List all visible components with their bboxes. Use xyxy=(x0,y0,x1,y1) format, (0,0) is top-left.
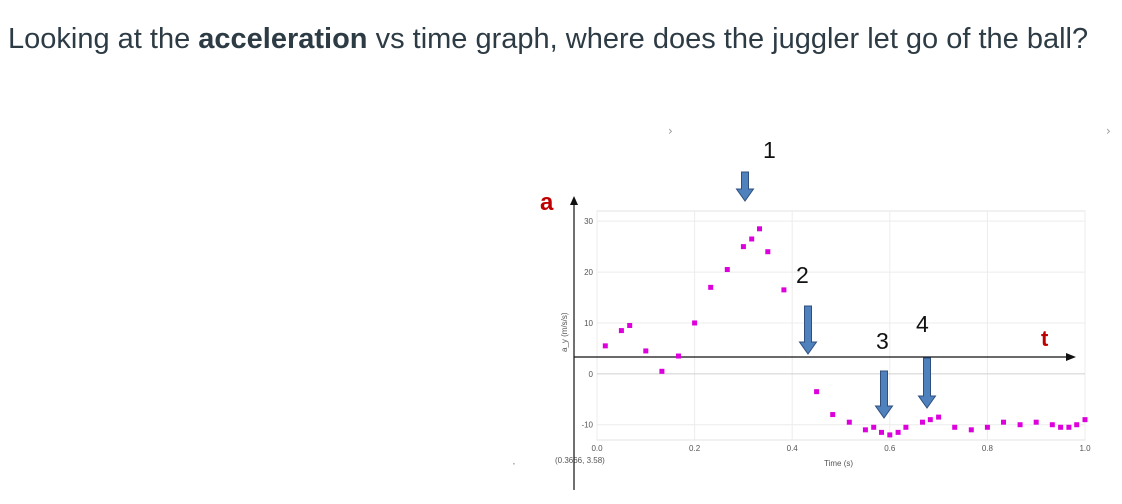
chevron-icon: › xyxy=(1106,124,1111,138)
data-point xyxy=(936,414,942,420)
data-point xyxy=(659,368,665,374)
annotation-number: 3 xyxy=(876,328,889,354)
data-point xyxy=(1033,419,1039,425)
question-text: Looking at the acceleration vs time grap… xyxy=(8,14,1108,64)
x-tick-label: 0.6 xyxy=(884,444,896,453)
annotation-arrow xyxy=(798,305,818,355)
annotation-arrow xyxy=(735,171,755,202)
data-point xyxy=(1082,417,1088,423)
t-label: t xyxy=(1041,326,1049,351)
data-point xyxy=(1001,419,1007,425)
bullet-mark: · xyxy=(512,457,516,471)
data-point xyxy=(1049,422,1055,428)
annotation-arrow xyxy=(917,357,937,409)
data-point xyxy=(675,353,681,359)
annotation-number: 2 xyxy=(796,262,809,288)
data-point xyxy=(724,267,730,273)
x-axis-label: Time (s) xyxy=(824,459,853,468)
annotation-t-arrowhead xyxy=(1066,353,1076,361)
data-point xyxy=(919,419,925,425)
y-tick-label: -10 xyxy=(581,421,593,430)
question-emphasis: acceleration xyxy=(198,23,368,55)
data-point xyxy=(814,389,820,395)
data-point xyxy=(1074,422,1080,428)
data-point xyxy=(895,429,901,435)
y-tick-label: 10 xyxy=(584,319,593,328)
data-points xyxy=(602,226,1088,438)
data-point xyxy=(602,343,608,349)
data-point xyxy=(1017,422,1023,428)
data-point xyxy=(708,284,714,290)
data-point xyxy=(757,226,763,232)
x-tick-label: 0.0 xyxy=(591,444,603,453)
data-point xyxy=(968,427,974,433)
annotation-y-arrowhead xyxy=(570,196,578,205)
data-point xyxy=(740,244,746,250)
y-tick-label: 0 xyxy=(589,370,594,379)
data-point xyxy=(952,424,958,430)
data-point xyxy=(984,424,990,430)
data-point xyxy=(1066,424,1072,430)
data-point xyxy=(643,348,649,354)
annotation-arrow xyxy=(874,370,894,419)
data-point xyxy=(927,417,933,423)
plot-frame xyxy=(596,210,1086,441)
y-tick-label: 30 xyxy=(584,217,593,226)
x-tick-label: 0.8 xyxy=(982,444,994,453)
data-point xyxy=(862,427,868,433)
data-point xyxy=(749,236,755,242)
data-point xyxy=(871,424,877,430)
question-prefix: Looking at the xyxy=(8,23,199,55)
chevron-icon: › xyxy=(668,124,673,138)
x-tick-label: 1.0 xyxy=(1079,444,1091,453)
x-tick-label: 0.2 xyxy=(689,444,701,453)
y-tick-label: 20 xyxy=(584,268,593,277)
data-point xyxy=(1058,424,1064,430)
data-point xyxy=(618,328,624,334)
data-point xyxy=(846,419,852,425)
a-label: a xyxy=(540,189,554,216)
data-point xyxy=(692,320,698,326)
x-tick-label: 0.4 xyxy=(787,444,799,453)
data-point xyxy=(879,429,885,435)
data-point xyxy=(830,412,836,418)
annotation-number: 4 xyxy=(916,311,929,337)
question-suffix: vs time graph, where does the juggler le… xyxy=(367,23,1089,55)
annotation-arrows: 1 2 3 4 xyxy=(735,137,937,419)
annotation-number: 1 xyxy=(763,137,776,163)
graph-grid xyxy=(596,210,1086,441)
data-point xyxy=(781,287,787,293)
y-axis-label: a_y (m/s/s) xyxy=(560,312,569,352)
data-point xyxy=(887,432,893,438)
readout-text: (0.3666, 3.58) xyxy=(555,456,605,465)
data-point xyxy=(765,249,771,255)
data-point xyxy=(627,323,633,328)
axis-ticks: 0.0 0.2 0.4 0.6 0.8 1.0 30 20 10 0 -10 xyxy=(581,217,1091,453)
data-point xyxy=(903,424,909,430)
